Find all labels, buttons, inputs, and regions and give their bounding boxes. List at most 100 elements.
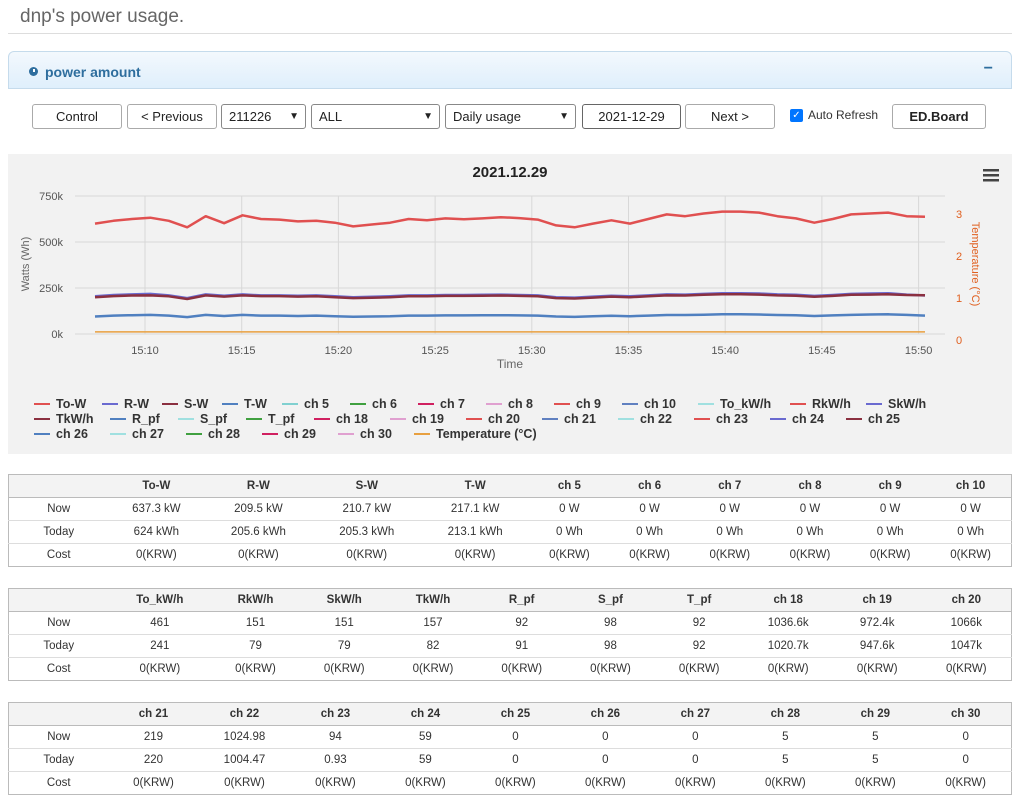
legend-item[interactable]: ch 6 <box>350 397 397 411</box>
legend-item[interactable]: ch 30 <box>338 427 392 441</box>
legend-line-icon <box>222 403 238 405</box>
legend-line-icon <box>554 403 570 405</box>
table-cell: 220 <box>108 748 199 772</box>
table-cell: 0 <box>650 725 741 749</box>
column-header: ch 9 <box>850 474 931 498</box>
chevron-down-icon: ▼ <box>423 111 433 122</box>
channel-select[interactable]: ALL ▼ <box>311 104 440 129</box>
legend-item[interactable]: S_pf <box>178 412 227 426</box>
table-cell: 5 <box>740 748 831 772</box>
series-line-s-w <box>94 293 926 301</box>
legend-item[interactable]: To-W <box>34 397 86 411</box>
legend-item[interactable]: ch 19 <box>390 412 444 426</box>
legend-item[interactable]: ch 27 <box>110 427 164 441</box>
collapse-button[interactable]: − <box>983 60 993 77</box>
legend-item[interactable]: ch 24 <box>770 412 824 426</box>
table-cell: 205.6 kWh <box>204 520 313 544</box>
auto-refresh-label: Auto Refresh <box>808 108 879 122</box>
table-cell: 0(KRW) <box>675 777 716 789</box>
table-row: Now 219 1024.98 94 59 0 0 0 5 5 0 <box>8 725 1012 749</box>
legend-label: ch 20 <box>488 412 520 426</box>
table-cell: 947.6k <box>832 634 922 658</box>
legend-item[interactable]: Temperature (°C) <box>414 427 537 441</box>
series-line-to-w <box>94 210 926 229</box>
legend-item[interactable]: RkW/h <box>790 397 851 411</box>
device-select[interactable]: 211226 ▼ <box>221 104 306 129</box>
legend-item[interactable]: ch 9 <box>554 397 601 411</box>
legend-line-icon <box>622 403 638 405</box>
table-cell: 461 <box>108 611 212 635</box>
legend-item[interactable]: ch 28 <box>186 427 240 441</box>
legend-line-icon <box>246 418 262 420</box>
control-button[interactable]: Control <box>32 104 122 129</box>
legend-item[interactable]: ch 10 <box>622 397 676 411</box>
next-button[interactable]: Next > <box>685 104 775 129</box>
table-cell: 0(KRW) <box>133 777 174 789</box>
legend-item[interactable]: ch 26 <box>34 427 88 441</box>
legend-label: S_pf <box>200 412 228 426</box>
legend-label: ch 5 <box>304 397 330 411</box>
legend-item[interactable]: T_pf <box>246 412 294 426</box>
table-cell: 0 W <box>529 497 610 521</box>
legend-line-icon <box>162 403 178 405</box>
table-cell: 0 <box>560 725 651 749</box>
legend-item[interactable]: ch 21 <box>542 412 596 426</box>
legend-item[interactable]: R-W <box>102 397 149 411</box>
table-cell: 0(KRW) <box>856 663 898 675</box>
legend-line-icon <box>34 433 50 435</box>
title-divider <box>8 33 1012 34</box>
legend-line-icon <box>314 418 330 420</box>
summary-table-3: ch 21 ch 22 ch 23 ch 24 ch 25 ch 26 ch 27 ch 28… <box>8 702 1012 795</box>
row-label: Cost <box>46 663 71 675</box>
chevron-down-icon: ▼ <box>559 111 569 122</box>
table-cell: 98 <box>566 611 655 635</box>
column-header: ch 24 <box>380 702 471 726</box>
table-row: Today 624 kWh 205.6 kWh 205.3 kWh 213.1 kWh 0… <box>8 520 1012 544</box>
legend-label: ch 18 <box>336 412 368 426</box>
table-cell: 0(KRW) <box>945 777 986 789</box>
table-cell: 205.3 kWh <box>312 520 421 544</box>
legend-item[interactable]: S-W <box>162 397 208 411</box>
checkbox-checked-icon[interactable]: ✓ <box>790 108 803 122</box>
legend-item[interactable]: SkW/h <box>866 397 926 411</box>
legend-item[interactable]: R_pf <box>110 412 160 426</box>
y2-tick-label: 2 <box>956 251 962 263</box>
mode-select[interactable]: Daily usage ▼ <box>445 104 576 129</box>
legend-item[interactable]: ch 7 <box>418 397 465 411</box>
auto-refresh-toggle[interactable]: ✓ Auto Refresh <box>790 108 878 122</box>
legend-item[interactable]: ch 22 <box>618 412 672 426</box>
legend-item[interactable]: ch 29 <box>262 427 316 441</box>
previous-button[interactable]: < Previous <box>127 104 217 129</box>
table-cell: 0 W <box>769 497 851 521</box>
legend-item[interactable]: ch 18 <box>314 412 368 426</box>
menu-icon <box>983 169 999 172</box>
legend-item[interactable]: TkW/h <box>34 412 94 426</box>
table-cell: 0 W <box>609 497 690 521</box>
legend-item[interactable]: ch 23 <box>694 412 748 426</box>
column-header: SkW/h <box>299 588 389 612</box>
table-cell: 0 <box>470 748 561 772</box>
table-cell: 0 <box>470 725 561 749</box>
y-axis-title: Watts (Wh) <box>20 237 32 292</box>
table-row: Now 461 151 151 157 92 98 92 1036.6k 972.4k 1066k <box>8 611 1012 635</box>
legend-line-icon <box>694 418 710 420</box>
menu-icon <box>983 174 999 177</box>
table-cell: 0 W <box>689 497 770 521</box>
column-header: ch 10 <box>930 474 1012 498</box>
legend-line-icon <box>110 418 126 420</box>
legend-item[interactable]: ch 5 <box>282 397 329 411</box>
legend-item[interactable]: ch 8 <box>486 397 533 411</box>
column-header: ch 26 <box>560 702 651 726</box>
legend-item[interactable]: T-W <box>222 397 267 411</box>
column-header: ch 19 <box>832 588 922 612</box>
y2-tick-label: 1 <box>956 293 962 305</box>
table-cell: 91 <box>477 634 567 658</box>
table-row: Today 241 79 79 82 91 98 92 1020.7k 947.6k 1047k <box>8 634 1012 658</box>
legend-item[interactable]: ch 25 <box>846 412 900 426</box>
table-cell: 92 <box>654 634 744 658</box>
legend-label: ch 9 <box>576 397 602 411</box>
date-input[interactable]: 2021-12-29 <box>582 104 681 129</box>
legend-item[interactable]: ch 20 <box>466 412 520 426</box>
legend-item[interactable]: To_kW/h <box>698 397 771 411</box>
edboard-button[interactable]: ED.Board <box>892 104 986 129</box>
